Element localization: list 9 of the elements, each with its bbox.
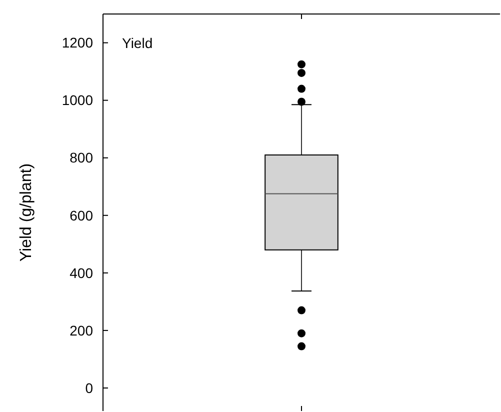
y-tick-label: 600 [70, 207, 94, 224]
y-axis-title: Yield (g/plant) [18, 163, 35, 262]
y-tick-label: 200 [70, 322, 94, 338]
y-tick-label: 0 [85, 380, 94, 396]
y-tick-label: 400 [70, 264, 94, 281]
y-tick-label: 800 [70, 150, 94, 166]
y-tick-label: 1000 [62, 92, 94, 108]
y-tick-label: 1200 [62, 34, 94, 51]
annotation: Yield [122, 34, 153, 51]
